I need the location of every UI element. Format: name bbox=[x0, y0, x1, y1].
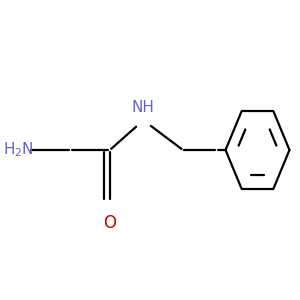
Text: NH: NH bbox=[132, 100, 155, 115]
Text: H$_2$N: H$_2$N bbox=[3, 141, 34, 159]
Text: O: O bbox=[103, 214, 116, 232]
